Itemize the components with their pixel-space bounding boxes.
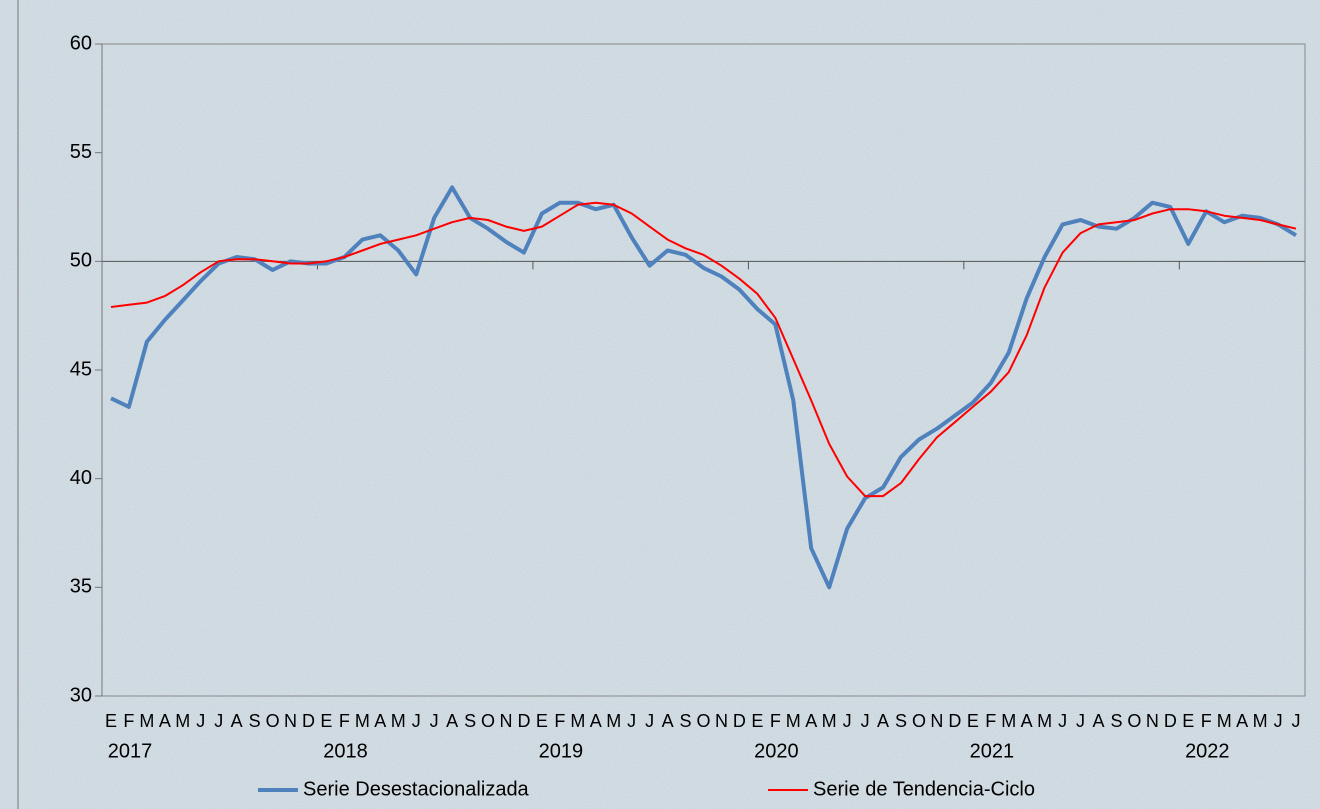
- x-tick-label: M: [391, 711, 406, 731]
- x-tick-label: S: [1110, 711, 1122, 731]
- x-tick-label: F: [339, 711, 350, 731]
- x-tick-label: M: [1037, 711, 1052, 731]
- x-tick-label: D: [302, 711, 315, 731]
- x-tick-label: S: [895, 711, 907, 731]
- x-tick-label: N: [284, 711, 297, 731]
- x-year-label: 2022: [1185, 740, 1230, 762]
- x-year-label: 2021: [970, 740, 1015, 762]
- x-tick-label: E: [105, 711, 117, 731]
- x-tick-label: A: [446, 711, 458, 731]
- x-tick-label: J: [843, 711, 852, 731]
- y-tick-label: 60: [70, 32, 92, 54]
- x-tick-label: F: [770, 711, 781, 731]
- legend-label: Serie de Tendencia-Ciclo: [813, 778, 1035, 800]
- x-tick-label: J: [196, 711, 205, 731]
- x-tick-label: E: [1182, 711, 1194, 731]
- x-tick-label: A: [159, 711, 171, 731]
- x-tick-label: J: [645, 711, 654, 731]
- x-year-label: 2017: [108, 740, 153, 762]
- x-tick-label: M: [1001, 711, 1016, 731]
- x-tick-label: E: [751, 711, 763, 731]
- x-tick-label: J: [627, 711, 636, 731]
- y-tick-label: 30: [70, 684, 92, 706]
- x-tick-label: J: [861, 711, 870, 731]
- x-tick-label: A: [662, 711, 674, 731]
- x-tick-label: A: [805, 711, 817, 731]
- x-year-label: 2020: [754, 740, 799, 762]
- x-tick-label: A: [231, 711, 243, 731]
- x-tick-label: A: [590, 711, 602, 731]
- x-tick-label: S: [249, 711, 261, 731]
- x-tick-label: J: [214, 711, 223, 731]
- x-tick-label: M: [1253, 711, 1268, 731]
- x-tick-label: D: [1164, 711, 1177, 731]
- y-tick-label: 40: [70, 467, 92, 489]
- x-tick-label: D: [733, 711, 746, 731]
- x-year-label: 2018: [323, 740, 368, 762]
- x-tick-label: S: [680, 711, 692, 731]
- x-tick-label: O: [912, 711, 926, 731]
- x-tick-label: O: [696, 711, 710, 731]
- x-tick-label: J: [1292, 711, 1301, 731]
- x-tick-label: J: [1058, 711, 1067, 731]
- x-tick-label: N: [499, 711, 512, 731]
- x-tick-label: M: [786, 711, 801, 731]
- x-tick-label: M: [175, 711, 190, 731]
- legend-label: Serie Desestacionalizada: [303, 778, 530, 800]
- x-tick-label: F: [123, 711, 134, 731]
- x-tick-label: E: [536, 711, 548, 731]
- y-tick-label: 50: [70, 250, 92, 272]
- x-tick-label: O: [1127, 711, 1141, 731]
- y-tick-label: 45: [70, 358, 92, 380]
- x-tick-label: A: [374, 711, 386, 731]
- x-tick-label: M: [606, 711, 621, 731]
- x-tick-label: F: [554, 711, 565, 731]
- x-tick-label: N: [930, 711, 943, 731]
- x-tick-label: M: [139, 711, 154, 731]
- y-tick-label: 35: [70, 576, 92, 598]
- x-tick-label: A: [1093, 711, 1105, 731]
- x-tick-label: J: [412, 711, 421, 731]
- x-tick-label: F: [1201, 711, 1212, 731]
- x-tick-label: O: [266, 711, 280, 731]
- x-tick-label: D: [517, 711, 530, 731]
- series-line: [110, 201, 1297, 498]
- x-tick-label: A: [877, 711, 889, 731]
- x-tick-label: M: [1217, 711, 1232, 731]
- x-tick-label: A: [1236, 711, 1248, 731]
- x-tick-label: J: [1274, 711, 1283, 731]
- x-tick-label: M: [822, 711, 837, 731]
- y-tick-label: 55: [70, 141, 92, 163]
- x-tick-label: N: [715, 711, 728, 731]
- x-tick-label: A: [1021, 711, 1033, 731]
- x-tick-label: J: [1076, 711, 1085, 731]
- x-tick-label: M: [355, 711, 370, 731]
- x-tick-label: J: [430, 711, 439, 731]
- x-tick-label: D: [948, 711, 961, 731]
- x-tick-label: E: [967, 711, 979, 731]
- x-tick-label: M: [570, 711, 585, 731]
- x-tick-label: N: [1146, 711, 1159, 731]
- x-tick-label: F: [985, 711, 996, 731]
- x-year-label: 2019: [539, 740, 584, 762]
- x-tick-label: S: [464, 711, 476, 731]
- x-tick-label: O: [481, 711, 495, 731]
- x-tick-label: E: [320, 711, 332, 731]
